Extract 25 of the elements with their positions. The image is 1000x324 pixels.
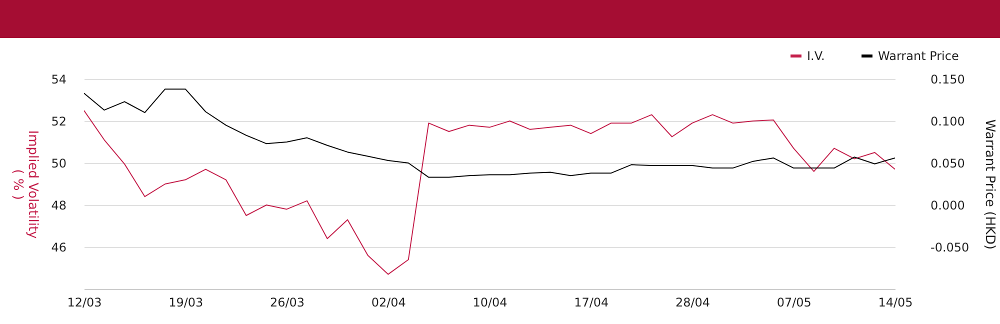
x-tick-label: 12/03 <box>67 296 102 310</box>
y2-tick-label: -0.050 <box>930 240 970 254</box>
y2-tick-label: 0.100 <box>930 114 965 128</box>
y-tick-label: 48 <box>51 198 66 212</box>
x-tick-label: 28/04 <box>675 296 710 310</box>
y-tick-label: 52 <box>51 114 66 128</box>
y2-axis-title: Warrant Price (HKD) <box>982 119 998 250</box>
y-tick-label: 50 <box>51 156 66 170</box>
y-axis-title: Implied Volatility ( % ) <box>10 130 40 240</box>
y-tick-label: 54 <box>51 72 66 86</box>
x-tick-label: 07/05 <box>776 296 812 310</box>
line-series <box>84 110 895 275</box>
line-series <box>84 88 895 178</box>
y-tick-label: 46 <box>51 240 66 254</box>
y2-tick-label: 0.150 <box>930 72 965 86</box>
x-tick-label: 26/03 <box>270 296 305 310</box>
y2-tick-label: 0.050 <box>930 156 965 170</box>
x-tick-label: 02/04 <box>371 296 406 310</box>
x-tick-label: 17/04 <box>574 296 609 310</box>
x-tick-label: 19/03 <box>168 296 204 310</box>
x-tick-label: 10/04 <box>472 296 508 310</box>
y2-tick-label: 0.000 <box>930 198 965 212</box>
legend-label: I.V. <box>807 49 825 63</box>
x-tick-label: 14/05 <box>878 296 913 310</box>
legend-label: Warrant Price <box>878 49 959 63</box>
